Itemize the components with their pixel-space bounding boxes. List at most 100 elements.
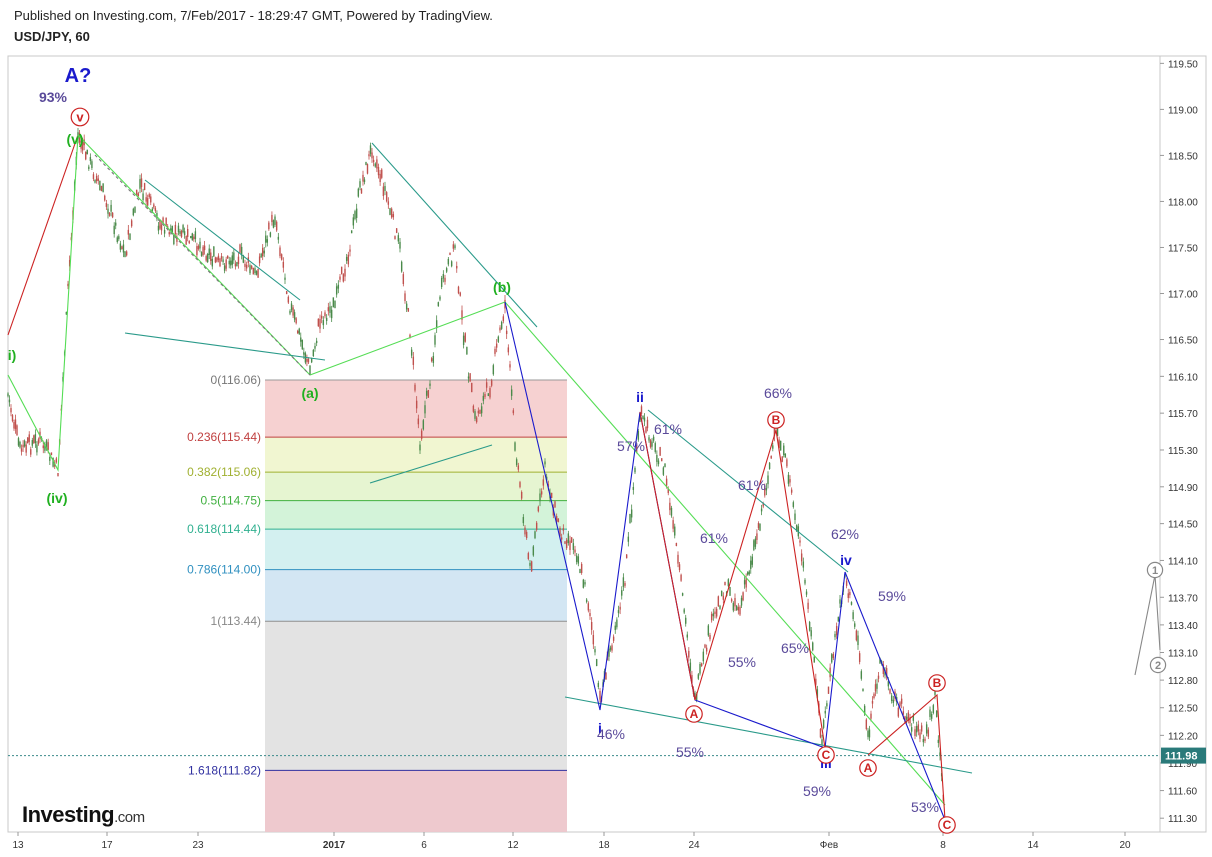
- candle-body: [919, 732, 921, 739]
- trend-line: [647, 409, 849, 573]
- candle-body: [440, 278, 443, 287]
- wave-circle: [1146, 561, 1164, 579]
- candle-body: [290, 303, 293, 310]
- y-tick-label: 112.80: [1168, 676, 1198, 687]
- candle-body: [559, 527, 561, 537]
- candle-body: [385, 192, 388, 202]
- wave-circle: [767, 411, 785, 429]
- wave-circle: [817, 746, 835, 764]
- candle-body: [639, 413, 641, 422]
- candle-body: [934, 691, 936, 695]
- fib-zone: [265, 621, 567, 771]
- percent-label: 53%: [911, 799, 939, 815]
- candle-body: [489, 388, 491, 398]
- candle-body: [399, 241, 401, 249]
- candle-body: [449, 252, 451, 255]
- candle-body: [65, 311, 68, 315]
- candle-body: [83, 139, 85, 146]
- candle-body: [737, 607, 740, 611]
- candle-body: [530, 561, 533, 572]
- candle-body: [757, 523, 760, 529]
- candle-body: [108, 213, 111, 216]
- wave-label: (a): [301, 385, 318, 401]
- candle-body: [729, 587, 731, 596]
- candle-body: [868, 729, 871, 738]
- candle-body: [185, 235, 187, 245]
- candle-body: [685, 617, 687, 624]
- candle-body: [307, 358, 310, 363]
- candle-body: [202, 246, 204, 256]
- candle-body: [372, 159, 375, 163]
- candle-body: [19, 441, 21, 448]
- candle-body: [715, 608, 718, 617]
- candle-body: [565, 539, 568, 549]
- candle-body: [91, 161, 93, 169]
- candle-body: [52, 458, 54, 467]
- candle-body: [437, 302, 440, 307]
- candle-body: [634, 467, 636, 473]
- candle-body: [233, 252, 235, 261]
- candle-body: [500, 321, 503, 329]
- candle-body: [815, 678, 817, 685]
- y-tick-label: 114.90: [1168, 483, 1198, 494]
- fib-zone: [265, 569, 567, 622]
- wave-label: 1: [1152, 565, 1158, 577]
- candle-body: [17, 438, 20, 446]
- logo-brand: Investing: [22, 802, 115, 827]
- investing-logo[interactable]: Investing.com: [22, 802, 145, 828]
- candle-body: [867, 730, 869, 737]
- candle-body: [303, 352, 305, 355]
- candle-body: [594, 649, 596, 653]
- candle-body: [11, 415, 14, 422]
- candle-body: [704, 644, 706, 648]
- candle-body: [544, 461, 546, 465]
- x-tick-label: 18: [598, 840, 610, 851]
- candle-body: [787, 474, 790, 484]
- candle-body: [329, 306, 331, 313]
- candle-body: [773, 427, 776, 437]
- candle-body: [382, 186, 385, 197]
- candle-body: [139, 179, 141, 189]
- candle-body: [534, 531, 536, 539]
- candle-body: [760, 508, 763, 512]
- candle-body: [469, 373, 471, 382]
- wave-label: B: [933, 676, 942, 690]
- candle-body: [415, 400, 418, 409]
- candle-body: [900, 698, 903, 704]
- candle-body: [735, 605, 738, 610]
- candle-body: [410, 349, 413, 356]
- candle-body: [363, 179, 366, 183]
- candle-body: [113, 225, 115, 235]
- candle-body: [509, 364, 511, 368]
- candle-body: [170, 228, 172, 231]
- candle-body: [352, 217, 355, 226]
- candle-body: [146, 198, 149, 206]
- candle-body: [439, 296, 441, 300]
- candle-body: [499, 327, 501, 331]
- candle-body: [759, 523, 761, 531]
- y-tick-label: 113.40: [1168, 621, 1198, 632]
- candle-body: [425, 390, 428, 396]
- candle-body: [414, 384, 416, 391]
- candle-body: [691, 675, 693, 683]
- candle-body: [863, 705, 866, 715]
- candle-body: [376, 159, 378, 169]
- candle-body: [657, 460, 660, 465]
- candle-body: [45, 440, 48, 450]
- candle-body: [669, 502, 671, 511]
- wave-line: [309, 301, 506, 376]
- candle-body: [794, 513, 796, 521]
- fib-zone: [265, 472, 567, 501]
- candle-body: [589, 613, 591, 617]
- candle-body: [592, 635, 595, 645]
- candle-body: [245, 264, 248, 269]
- candle-body: [272, 220, 275, 228]
- candle-body: [350, 230, 353, 234]
- candle-body: [939, 752, 941, 757]
- candle-body: [564, 541, 566, 544]
- candle-body: [409, 334, 411, 338]
- candle-body: [649, 440, 652, 448]
- fib-level-label: 1.618(111.82): [188, 763, 261, 777]
- candle-body: [239, 244, 241, 253]
